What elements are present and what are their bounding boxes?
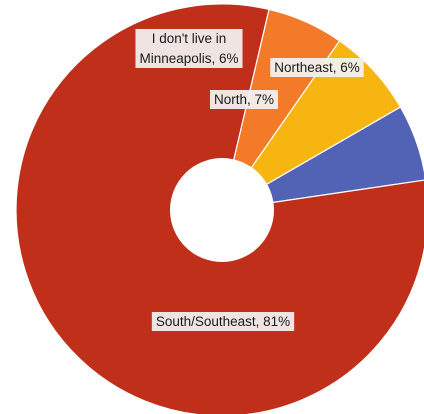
label-box bbox=[151, 312, 295, 331]
slice-label-text: South/Southeast, 81% bbox=[156, 314, 290, 329]
slice-label-text: Minneapolis, 6% bbox=[139, 51, 238, 66]
slice-label-text: North, 7% bbox=[214, 92, 274, 107]
donut-hole bbox=[170, 158, 274, 262]
label-box bbox=[135, 29, 243, 68]
slice-label: Northeast, 6% bbox=[270, 58, 364, 77]
slice-label-text: I don't live in bbox=[152, 31, 227, 46]
slice-label: North, 7% bbox=[209, 90, 279, 109]
label-box bbox=[270, 58, 364, 77]
slice-label: I don't live in Minneapolis, 6% bbox=[135, 29, 243, 68]
label-box bbox=[209, 90, 279, 109]
slice-label: South/Southeast, 81% bbox=[151, 312, 295, 331]
slice-label-text: Northeast, 6% bbox=[274, 60, 360, 75]
pie-slice-north bbox=[221, 40, 402, 211]
labels-layer: South/Southeast, 81% I don't live in Minne… bbox=[135, 29, 364, 331]
